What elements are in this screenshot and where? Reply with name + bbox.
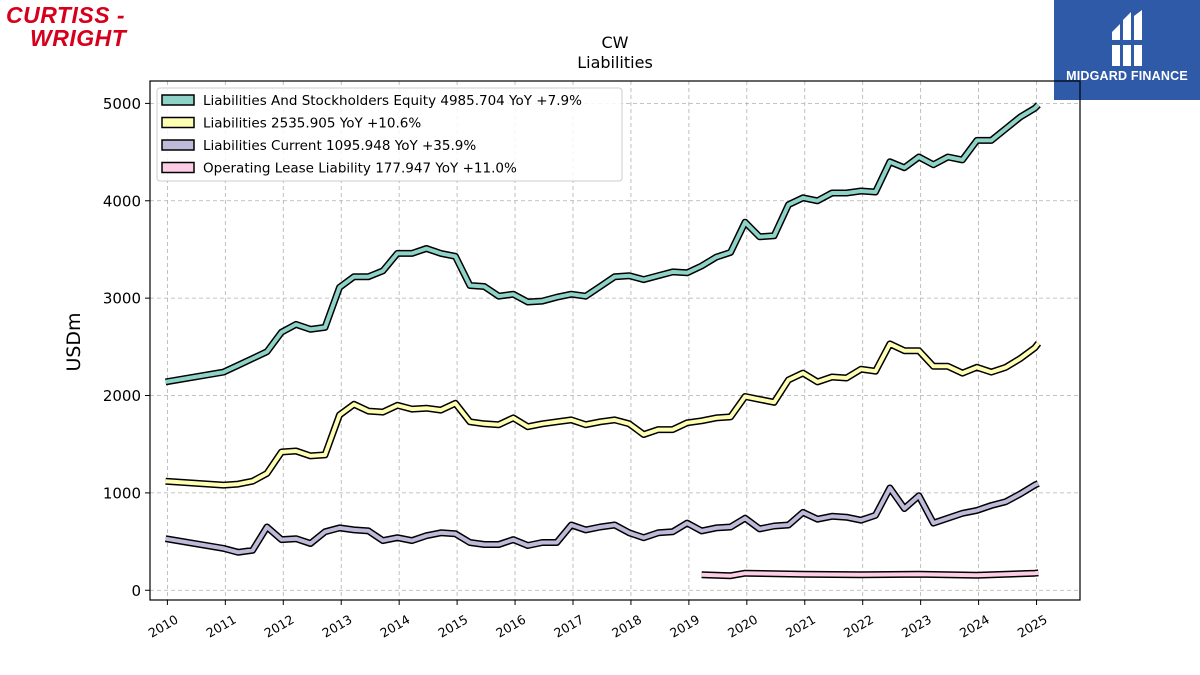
y-tick-label: 4000 (103, 192, 141, 210)
y-tick-label: 3000 (103, 290, 141, 308)
x-tick-label: 2016 (493, 612, 528, 641)
midgard-finance-text: MIDGARD FINANCE (1066, 69, 1188, 83)
x-tick-label: 2018 (609, 612, 644, 641)
series-line-2 (165, 481, 1040, 555)
x-tick-label: 2025 (1015, 612, 1050, 641)
midgard-emblem-icon (1108, 10, 1146, 66)
midgard-finance-logo: MIDGARD FINANCE (1054, 0, 1200, 100)
legend-swatch (161, 161, 195, 174)
x-tick-label: 2024 (957, 612, 992, 641)
series-line-0 (165, 103, 1040, 384)
series-line-3 (701, 570, 1039, 578)
legend-label: Liabilities 2535.905 YoY +10.6% (203, 116, 421, 132)
legend-label: Liabilities Current 1095.948 YoY +35.9% (203, 138, 476, 154)
x-tick-label: 2014 (377, 612, 412, 641)
legend: Liabilities And Stockholders Equity 4985… (156, 87, 623, 182)
x-tick-label: 2019 (667, 612, 702, 641)
curtiss-wright-logo: CURTISS - WRIGHT (6, 4, 158, 50)
chart-subtitle: Liabilities (577, 53, 653, 72)
series-outline-2 (165, 480, 1040, 556)
y-tick-label: 1000 (103, 484, 141, 502)
y-tick-label: 0 (131, 582, 141, 600)
logo-line-1: CURTISS - (6, 2, 126, 28)
series-lines (165, 102, 1042, 580)
legend-label: Operating Lease Liability 177.947 YoY +1… (203, 161, 517, 177)
legend-swatch (161, 139, 195, 151)
series-line-1 (165, 341, 1040, 488)
x-tick-label: 2015 (435, 612, 470, 641)
y-axis-label: USDm (63, 312, 85, 371)
y-tick-label: 2000 (103, 387, 141, 405)
x-tick-label: 2021 (783, 612, 818, 641)
plot-frame (149, 80, 1081, 601)
x-tick-label: 2017 (551, 612, 586, 641)
chart-title: CW (602, 33, 629, 52)
y-tick-label: 5000 (103, 95, 141, 113)
x-tick-label: 2020 (725, 612, 760, 641)
legend-label: Liabilities And Stockholders Equity 4985… (203, 93, 582, 109)
x-tick-label: 2012 (261, 612, 296, 641)
x-tick-label: 2022 (841, 612, 876, 641)
legend-swatch (161, 94, 195, 106)
x-tick-label: 2013 (319, 612, 354, 641)
x-tick-label: 2010 (146, 612, 181, 641)
series-outline-1 (165, 340, 1042, 489)
logo-line-2: WRIGHT (30, 25, 127, 51)
x-tick-label: 2023 (899, 612, 934, 641)
x-tick-label: 2011 (204, 612, 239, 641)
legend-swatch (161, 116, 195, 129)
legend-box (156, 87, 623, 182)
